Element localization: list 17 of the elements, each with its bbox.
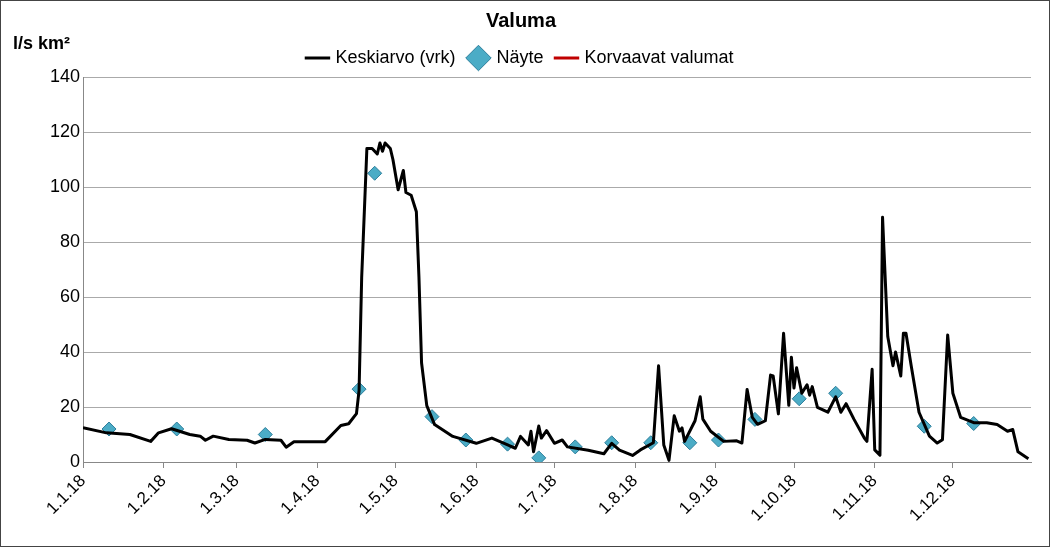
y-tick-label: 60: [59, 285, 80, 306]
chart-title: Valuma: [485, 8, 557, 31]
point: [367, 165, 383, 181]
y-tick-label: 40: [59, 340, 80, 361]
point: [531, 450, 547, 462]
y-tick-label: 0: [69, 450, 80, 471]
legend-label: Näyte: [496, 46, 544, 67]
point: [682, 435, 698, 451]
y-tick-label: 80: [59, 230, 80, 251]
legend-label: Korvaavat valumat: [584, 46, 734, 67]
y-tick-label: 20: [59, 395, 80, 416]
y-axis-title: l/s km²: [13, 33, 71, 54]
legend-label: Keskiarvo (vrk): [335, 46, 456, 67]
y-tick-label: 120: [49, 120, 80, 141]
y-tick-label: 100: [49, 175, 80, 196]
y-tick-label: 140: [49, 65, 80, 86]
point: [791, 391, 807, 407]
